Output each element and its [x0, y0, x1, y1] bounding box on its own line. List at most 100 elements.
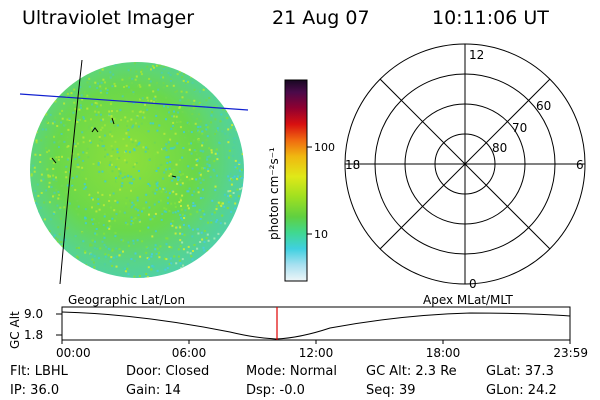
uv-pixel: [205, 124, 208, 127]
uv-pixel: [33, 229, 36, 232]
uv-pixel: [85, 72, 88, 75]
uv-pixel: [236, 112, 239, 115]
uv-pixel: [142, 116, 145, 119]
uv-pixel: [145, 273, 148, 275]
uv-pixel: [167, 106, 170, 109]
uv-pixel: [236, 167, 238, 170]
uv-pixel: [183, 73, 186, 76]
uv-pixel: [155, 114, 158, 117]
uv-pixel: [30, 90, 33, 93]
uv-pixel: [169, 78, 172, 81]
uv-pixel: [189, 252, 192, 255]
uv-pixel: [110, 120, 113, 123]
uv-pixel: [169, 161, 172, 164]
uv-pixel: [74, 145, 77, 148]
uv-pixel: [227, 201, 230, 204]
uv-pixel: [84, 186, 87, 189]
uv-pixel: [67, 128, 70, 131]
uv-pixel: [199, 90, 201, 93]
filter-readout: Flt: LBHL: [10, 364, 68, 379]
uv-pixel: [201, 238, 204, 241]
uv-pixel: [168, 167, 171, 170]
uv-pixel: [52, 212, 55, 215]
uv-pixel: [122, 239, 125, 242]
uv-pixel: [181, 110, 184, 113]
uv-pixel: [35, 201, 37, 204]
uv-pixel: [58, 89, 61, 92]
uv-image: [19, 59, 249, 285]
uv-pixel: [38, 230, 41, 232]
uv-pixel: [155, 152, 158, 155]
uv-pixel: [179, 245, 182, 248]
uv-pixel: [166, 276, 169, 278]
uv-pixel: [122, 250, 124, 253]
uv-pixel: [174, 132, 177, 135]
uv-pixel: [169, 257, 172, 260]
uv-pixel: [131, 126, 134, 129]
uv-pixel: [33, 170, 36, 173]
uv-pixel: [120, 274, 123, 277]
uv-pixel: [239, 224, 242, 227]
uv-pixel: [181, 241, 184, 244]
uv-pixel: [30, 207, 33, 210]
uv-pixel: [213, 160, 216, 163]
uv-pixel: [61, 155, 63, 158]
uv-pixel: [238, 242, 241, 245]
uv-pixel: [148, 77, 151, 80]
timeline-right-title: Apex MLat/MLT: [423, 293, 513, 307]
uv-pixel: [104, 134, 106, 137]
uv-pixel: [198, 113, 201, 116]
uv-pixel: [206, 126, 209, 129]
uv-pixel: [168, 111, 170, 114]
uv-pixel: [119, 188, 122, 191]
uv-pixel: [138, 275, 141, 277]
uv-pixel: [98, 208, 101, 211]
uv-pixel: [210, 121, 212, 124]
uv-pixel: [218, 88, 221, 91]
uv-pixel: [115, 247, 118, 250]
uv-pixel: [220, 247, 223, 250]
uv-pixel: [39, 232, 42, 235]
uv-pixel: [43, 201, 46, 204]
uv-pixel: [192, 107, 195, 110]
uv-pixel: [207, 239, 210, 242]
uv-pixel: [139, 98, 141, 101]
uv-pixel: [206, 156, 209, 158]
timeline-x-tick-label: 18:00: [426, 346, 461, 360]
polar-label-70: 70: [512, 121, 527, 135]
uv-pixel: [125, 132, 128, 135]
uv-pixel: [238, 68, 241, 71]
uv-pixel: [199, 103, 202, 106]
uv-pixel: [112, 192, 115, 195]
uv-pixel: [153, 101, 155, 104]
uv-pixel: [222, 202, 224, 205]
uv-pixel: [214, 189, 217, 192]
uv-pixel: [160, 62, 163, 65]
uv-pixel: [48, 185, 51, 188]
uv-pixel: [78, 171, 81, 174]
uv-pixel: [202, 277, 204, 278]
uv-pixel: [219, 120, 222, 123]
uv-pixel: [55, 156, 58, 159]
uv-pixel: [56, 204, 59, 207]
uv-pixel: [111, 217, 114, 220]
uv-pixel: [85, 65, 88, 68]
uv-pixel: [98, 136, 101, 138]
uv-pixel: [110, 163, 113, 166]
uv-pixel: [192, 204, 195, 207]
uv-pixel: [216, 219, 219, 221]
uv-pixel: [170, 262, 173, 265]
uv-pixel: [73, 101, 76, 104]
uv-pixel: [195, 178, 198, 181]
uv-pixel: [222, 108, 225, 111]
uv-pixel: [232, 146, 235, 149]
uv-pixel: [72, 111, 75, 114]
uv-pixel: [186, 67, 189, 70]
uv-pixel: [198, 157, 201, 160]
uv-pixel: [55, 248, 58, 251]
uv-pixel: [102, 204, 105, 207]
uv-pixel: [186, 204, 189, 207]
uv-pixel: [154, 230, 157, 233]
uv-pixel: [124, 221, 127, 224]
uv-pixel: [192, 250, 194, 252]
